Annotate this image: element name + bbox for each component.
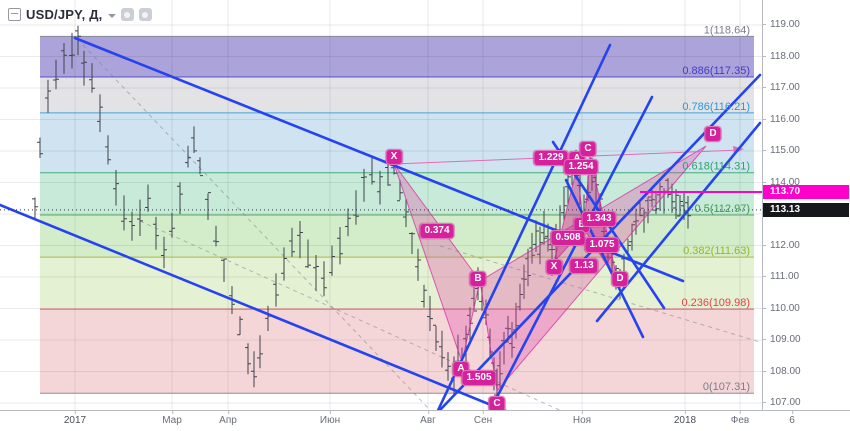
time-tick: 6 [789, 410, 795, 426]
price-tick: 110.00 [762, 302, 800, 314]
time-tick: Июн [319, 410, 341, 426]
symbol-title[interactable]: USD/JPY, Д, [26, 7, 103, 22]
pattern-ratio-label[interactable]: 0.508 [550, 230, 586, 246]
pattern-point-b[interactable]: B [469, 271, 487, 287]
harmonic-pattern-1-xab[interactable] [393, 163, 481, 364]
fib-band [40, 309, 754, 394]
price-tick: 117.00 [762, 82, 800, 93]
fib-label-1: 1(118.64) [704, 24, 750, 36]
pattern-ratio-label[interactable]: 0.374 [419, 223, 455, 239]
time-tick: Сен [473, 410, 493, 426]
price-tick: 107.00 [762, 397, 801, 408]
pattern-point-x[interactable]: X [545, 259, 563, 275]
pattern-point-d[interactable]: D [611, 271, 629, 287]
time-tick: Фев [730, 410, 750, 426]
fib-label-0.786: 0.786(116.21) [682, 101, 750, 113]
time-tick: Апр [219, 410, 237, 426]
last-price-label: 113.13 [763, 202, 849, 217]
dashed-trendline[interactable] [82, 44, 431, 411]
pattern-point-x[interactable]: X [385, 149, 403, 165]
pattern-point-d[interactable]: D [704, 126, 722, 142]
pattern-ratio-label[interactable]: 1.075 [584, 237, 620, 253]
dashed-trendline[interactable] [139, 220, 567, 414]
dashed-trendlines[interactable] [82, 44, 761, 414]
price-tick: 109.00 [762, 334, 801, 345]
fib-labels: 1(118.64) 0.886(117.35) 0.786(116.21) 0.618… [682, 24, 751, 393]
time-tick: Мар [162, 410, 182, 426]
trendline-8[interactable] [564, 178, 645, 339]
study-eye-icon-1[interactable] [120, 8, 134, 21]
fib-label-0: 0(107.31) [703, 381, 750, 393]
fib-label-0.236: 0.236(109.98) [682, 297, 751, 309]
trendline-2[interactable] [0, 203, 525, 420]
pattern-ratio-label[interactable]: 1.343 [581, 211, 617, 227]
price-tick: 111.00 [761, 271, 800, 282]
symbol-header: USD/JPY, Д, [8, 7, 152, 22]
price-tick: 112.00 [762, 239, 800, 251]
fib-band [40, 172, 754, 215]
grid-group [0, 0, 762, 410]
time-tick: 2018 [673, 410, 697, 426]
pattern-ratio-label[interactable]: 1.505 [461, 370, 497, 386]
time-tick: Авг [420, 410, 436, 426]
fib-band [40, 214, 754, 258]
fib-label-0.618: 0.618(114.31) [682, 161, 750, 173]
time-axis[interactable]: 2017 Мар Апр Июн Авг Сен Ноя 2018 Фев 6 [0, 410, 850, 431]
chevron-down-icon[interactable] [107, 13, 116, 18]
price-tick: 115.00 [762, 145, 800, 156]
fib-label-0.886: 0.886(117.35) [682, 65, 750, 77]
trendline-5[interactable] [595, 121, 762, 323]
fib-label-0.5: 0.5(112.97) [695, 203, 750, 215]
price-tick: 114.00 [762, 176, 800, 188]
price-tick: 119.00 [762, 19, 800, 30]
fib-label-0.382: 0.382(111.63) [683, 245, 750, 257]
collapse-icon[interactable] [8, 8, 21, 21]
pattern-point-c[interactable]: C [579, 141, 597, 157]
price-tick: 118.00 [762, 50, 800, 62]
trendline-3[interactable] [431, 43, 612, 423]
pattern-ratio-label[interactable]: 1.229 [533, 150, 569, 166]
price-tick: 108.00 [762, 365, 801, 377]
time-tick: 2017 [63, 410, 87, 426]
price-tick: 116.00 [762, 113, 800, 125]
time-tick: Ноя [572, 410, 592, 426]
pattern-ratio-label[interactable]: 1.13 [569, 258, 599, 274]
price-axis[interactable]: 113.70 113.13 119.00 118.00 117.00 116.00 11… [761, 0, 850, 410]
study-eye-icon-2[interactable] [138, 8, 152, 21]
alert-price-label[interactable]: 113.70 [763, 184, 849, 199]
trendline-4[interactable] [478, 95, 654, 431]
pattern-ratio-label[interactable]: 1.254 [563, 159, 599, 175]
fib-band [40, 76, 754, 113]
